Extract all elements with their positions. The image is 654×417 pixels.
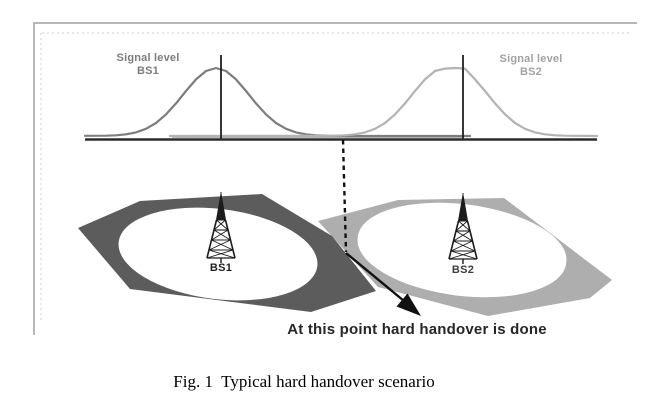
figure-caption: Fig. 1 Typical hard handover scenario xyxy=(173,372,435,391)
bs2-cell-ring xyxy=(318,198,612,316)
bs2-signal-level-label-line2: BS2 xyxy=(520,66,542,78)
bs2-tower-label: BS2 xyxy=(451,264,475,276)
bs1-tower-label: BS1 xyxy=(209,262,233,274)
bs2-signal-level-label: Signal level BS2 xyxy=(486,53,576,79)
cell-coverage-areas xyxy=(78,194,612,316)
bs1-cell-ring xyxy=(78,194,376,312)
handover-arrow-shaft xyxy=(345,252,405,302)
handover-arrowhead xyxy=(396,293,421,316)
bs2-signal-level-label-line1: Signal level xyxy=(499,53,563,65)
handover-dashed-line xyxy=(341,139,348,253)
signal-level-chart xyxy=(83,55,599,141)
figure-frame xyxy=(33,22,637,335)
bs1-signal-level-label: Signal level BS1 xyxy=(103,52,193,78)
bs2-signal-curve xyxy=(168,66,599,138)
handover-annotation-text: At this point hard handover is done xyxy=(287,321,547,338)
handover-marker xyxy=(341,139,421,316)
bs2-tower-icon xyxy=(448,193,478,264)
bs1-tower-icon xyxy=(206,192,236,263)
bs1-signal-curve xyxy=(83,66,472,138)
bs1-signal-level-label-line1: Signal level xyxy=(116,52,180,64)
bs1-signal-level-label-line2: BS1 xyxy=(137,65,159,77)
